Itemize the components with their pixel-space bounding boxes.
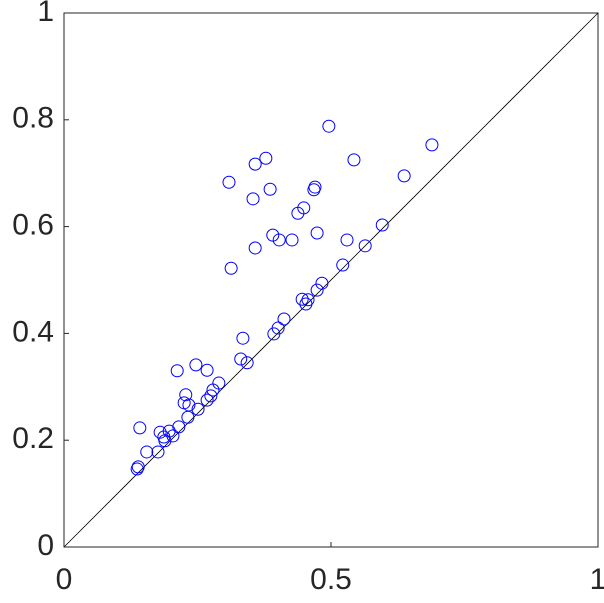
point <box>200 363 214 377</box>
point <box>299 297 313 311</box>
point <box>130 462 144 476</box>
point <box>248 241 262 255</box>
point <box>315 276 329 290</box>
point <box>133 421 147 435</box>
y-tick-label: 1 <box>37 0 54 28</box>
point <box>236 331 250 345</box>
point <box>266 228 280 242</box>
y-tick-label: 0.4 <box>12 315 54 348</box>
point <box>170 364 184 378</box>
point <box>285 233 299 247</box>
point <box>200 393 214 407</box>
point <box>191 402 205 416</box>
point <box>248 157 262 171</box>
y-tick-label: 0.6 <box>12 209 54 242</box>
y-tick-label: 0.2 <box>12 422 54 455</box>
point <box>151 445 165 459</box>
point <box>310 283 324 297</box>
point <box>206 383 220 397</box>
point <box>158 434 172 448</box>
x-tick-label: 0.5 <box>310 563 352 596</box>
point <box>259 151 273 165</box>
point <box>166 429 180 443</box>
point <box>322 119 336 133</box>
point <box>272 233 286 247</box>
point <box>234 352 248 366</box>
point <box>291 206 305 220</box>
point <box>240 356 254 370</box>
point <box>358 239 372 253</box>
point <box>246 192 260 206</box>
point <box>295 292 309 306</box>
reference-line <box>63 12 599 548</box>
point <box>375 218 389 232</box>
point <box>131 460 145 474</box>
point <box>204 389 218 403</box>
x-tick-label: 0 <box>56 563 73 596</box>
x-tick-label: 1 <box>590 563 604 596</box>
point <box>307 183 321 197</box>
point <box>224 261 238 275</box>
point <box>425 138 439 152</box>
point <box>222 175 236 189</box>
y-tick-label: 0.8 <box>12 102 54 135</box>
point <box>310 226 324 240</box>
point <box>277 312 291 326</box>
point <box>397 169 411 183</box>
point <box>189 358 203 372</box>
point <box>263 182 277 196</box>
point <box>179 388 193 402</box>
point <box>336 258 350 272</box>
point <box>140 445 154 459</box>
point <box>340 233 354 247</box>
point <box>153 425 167 439</box>
point <box>347 153 361 167</box>
point <box>267 327 281 341</box>
point <box>181 410 195 424</box>
y-tick-label: 0 <box>37 529 54 562</box>
